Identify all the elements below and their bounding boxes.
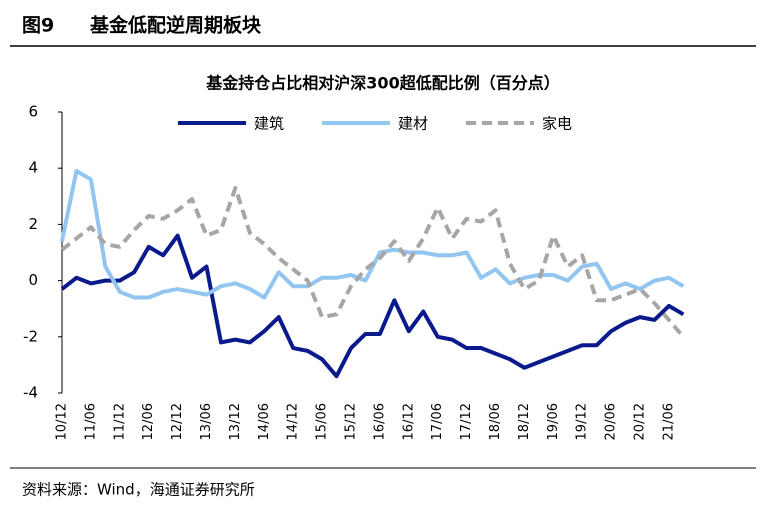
- y-tick-label: 0: [28, 271, 38, 289]
- legend-label: 建筑: [254, 115, 284, 133]
- x-tick-label: 10/12: [55, 403, 70, 440]
- x-tick-label: 12/06: [141, 403, 156, 440]
- series-line: [60, 233, 685, 379]
- y-tick-label: 2: [28, 215, 38, 233]
- series-line: [60, 169, 685, 300]
- x-tick-label: 14/06: [257, 403, 272, 440]
- x-tick-label: 20/12: [633, 403, 648, 440]
- y-tick-label: -4: [23, 384, 38, 402]
- chart-title: 基金持仓占比相对沪深300超低配比例（百分点）: [205, 74, 559, 93]
- x-tick-label: 18/12: [517, 403, 532, 440]
- figure-title: 基金低配逆周期板块: [89, 14, 262, 37]
- x-tick-label: 16/12: [401, 403, 416, 440]
- legend-label: 建材: [398, 115, 428, 133]
- x-tick-label: 12/12: [170, 403, 185, 440]
- y-tick-label: 6: [28, 103, 38, 121]
- x-tick-label: 17/12: [459, 403, 474, 440]
- x-tick-label: 13/12: [228, 403, 243, 440]
- legend-label: 家电: [542, 115, 572, 133]
- series-line: [60, 185, 685, 339]
- x-tick-label: 13/06: [199, 403, 214, 440]
- x-tick-label: 17/06: [430, 403, 445, 440]
- y-tick-label: -2: [23, 327, 38, 345]
- x-tick-label: 15/12: [344, 403, 359, 440]
- source: 资料来源：Wind，海通证券研究所: [22, 481, 255, 499]
- x-tick-label: 15/06: [315, 403, 330, 440]
- y-tick-label: 4: [28, 159, 38, 177]
- x-tick-label: 19/06: [546, 403, 561, 440]
- x-tick-label: 11/12: [112, 403, 127, 440]
- x-tick-label: 14/12: [286, 403, 301, 440]
- x-tick-label: 20/06: [604, 403, 619, 440]
- x-tick-label: 16/06: [372, 403, 387, 440]
- x-tick-label: 18/06: [488, 403, 503, 440]
- figure-label: 图9: [22, 15, 54, 37]
- x-tick-label: 21/06: [661, 403, 676, 440]
- x-tick-label: 11/06: [83, 403, 98, 440]
- x-tick-label: 19/12: [575, 403, 590, 440]
